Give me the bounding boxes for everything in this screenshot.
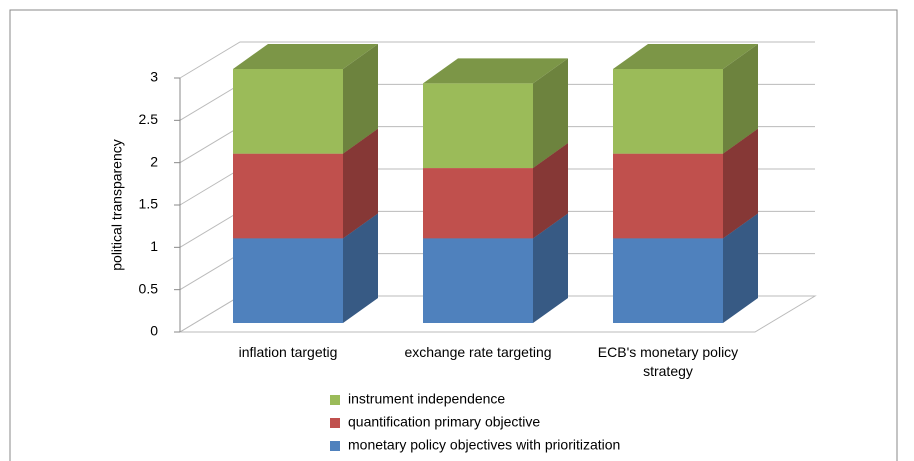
legend-label: instrument independence bbox=[348, 391, 505, 407]
y-tick-label: 1 bbox=[150, 238, 158, 254]
bar-side bbox=[343, 128, 378, 239]
y-axis-label: political transparency bbox=[109, 139, 125, 271]
x-tick-label: inflation targetig bbox=[238, 344, 338, 360]
legend-label: quantification primary objective bbox=[348, 414, 540, 430]
grid-line bbox=[179, 41, 815, 79]
y-tick-label: 1.5 bbox=[139, 196, 159, 212]
y-tick-label: 0 bbox=[150, 323, 158, 339]
x-tick-label: exchange rate targeting bbox=[404, 344, 552, 360]
bar-side bbox=[343, 213, 378, 323]
legend-swatch bbox=[330, 418, 340, 428]
bar bbox=[423, 83, 533, 169]
legend-swatch bbox=[330, 441, 340, 451]
bar-side bbox=[533, 213, 568, 323]
bar bbox=[233, 153, 343, 239]
y-tick-label: 2 bbox=[150, 153, 158, 169]
bar bbox=[423, 238, 533, 323]
bar bbox=[613, 69, 723, 154]
bar-side bbox=[533, 143, 568, 239]
legend-label: monetary policy objectives with prioriti… bbox=[348, 437, 620, 453]
legend-swatch bbox=[330, 395, 340, 405]
bar-top bbox=[423, 58, 568, 84]
bar-side bbox=[723, 213, 758, 323]
bar-side bbox=[343, 44, 378, 154]
chart-border bbox=[9, 9, 898, 461]
bar-top bbox=[613, 44, 758, 69]
bar-side bbox=[723, 44, 758, 154]
y-tick-label: 0.5 bbox=[139, 280, 159, 296]
bar-top bbox=[233, 44, 378, 69]
bar bbox=[233, 238, 343, 323]
bar-side bbox=[533, 58, 568, 169]
bar bbox=[613, 153, 723, 239]
bar bbox=[613, 238, 723, 323]
x-tick-label: ECB's monetary policy strategy bbox=[597, 344, 739, 379]
bar bbox=[233, 69, 343, 154]
y-tick-label: 3 bbox=[150, 69, 158, 85]
bar-side bbox=[723, 128, 758, 239]
y-tick-label: 2.5 bbox=[139, 111, 159, 127]
bar bbox=[423, 168, 533, 239]
